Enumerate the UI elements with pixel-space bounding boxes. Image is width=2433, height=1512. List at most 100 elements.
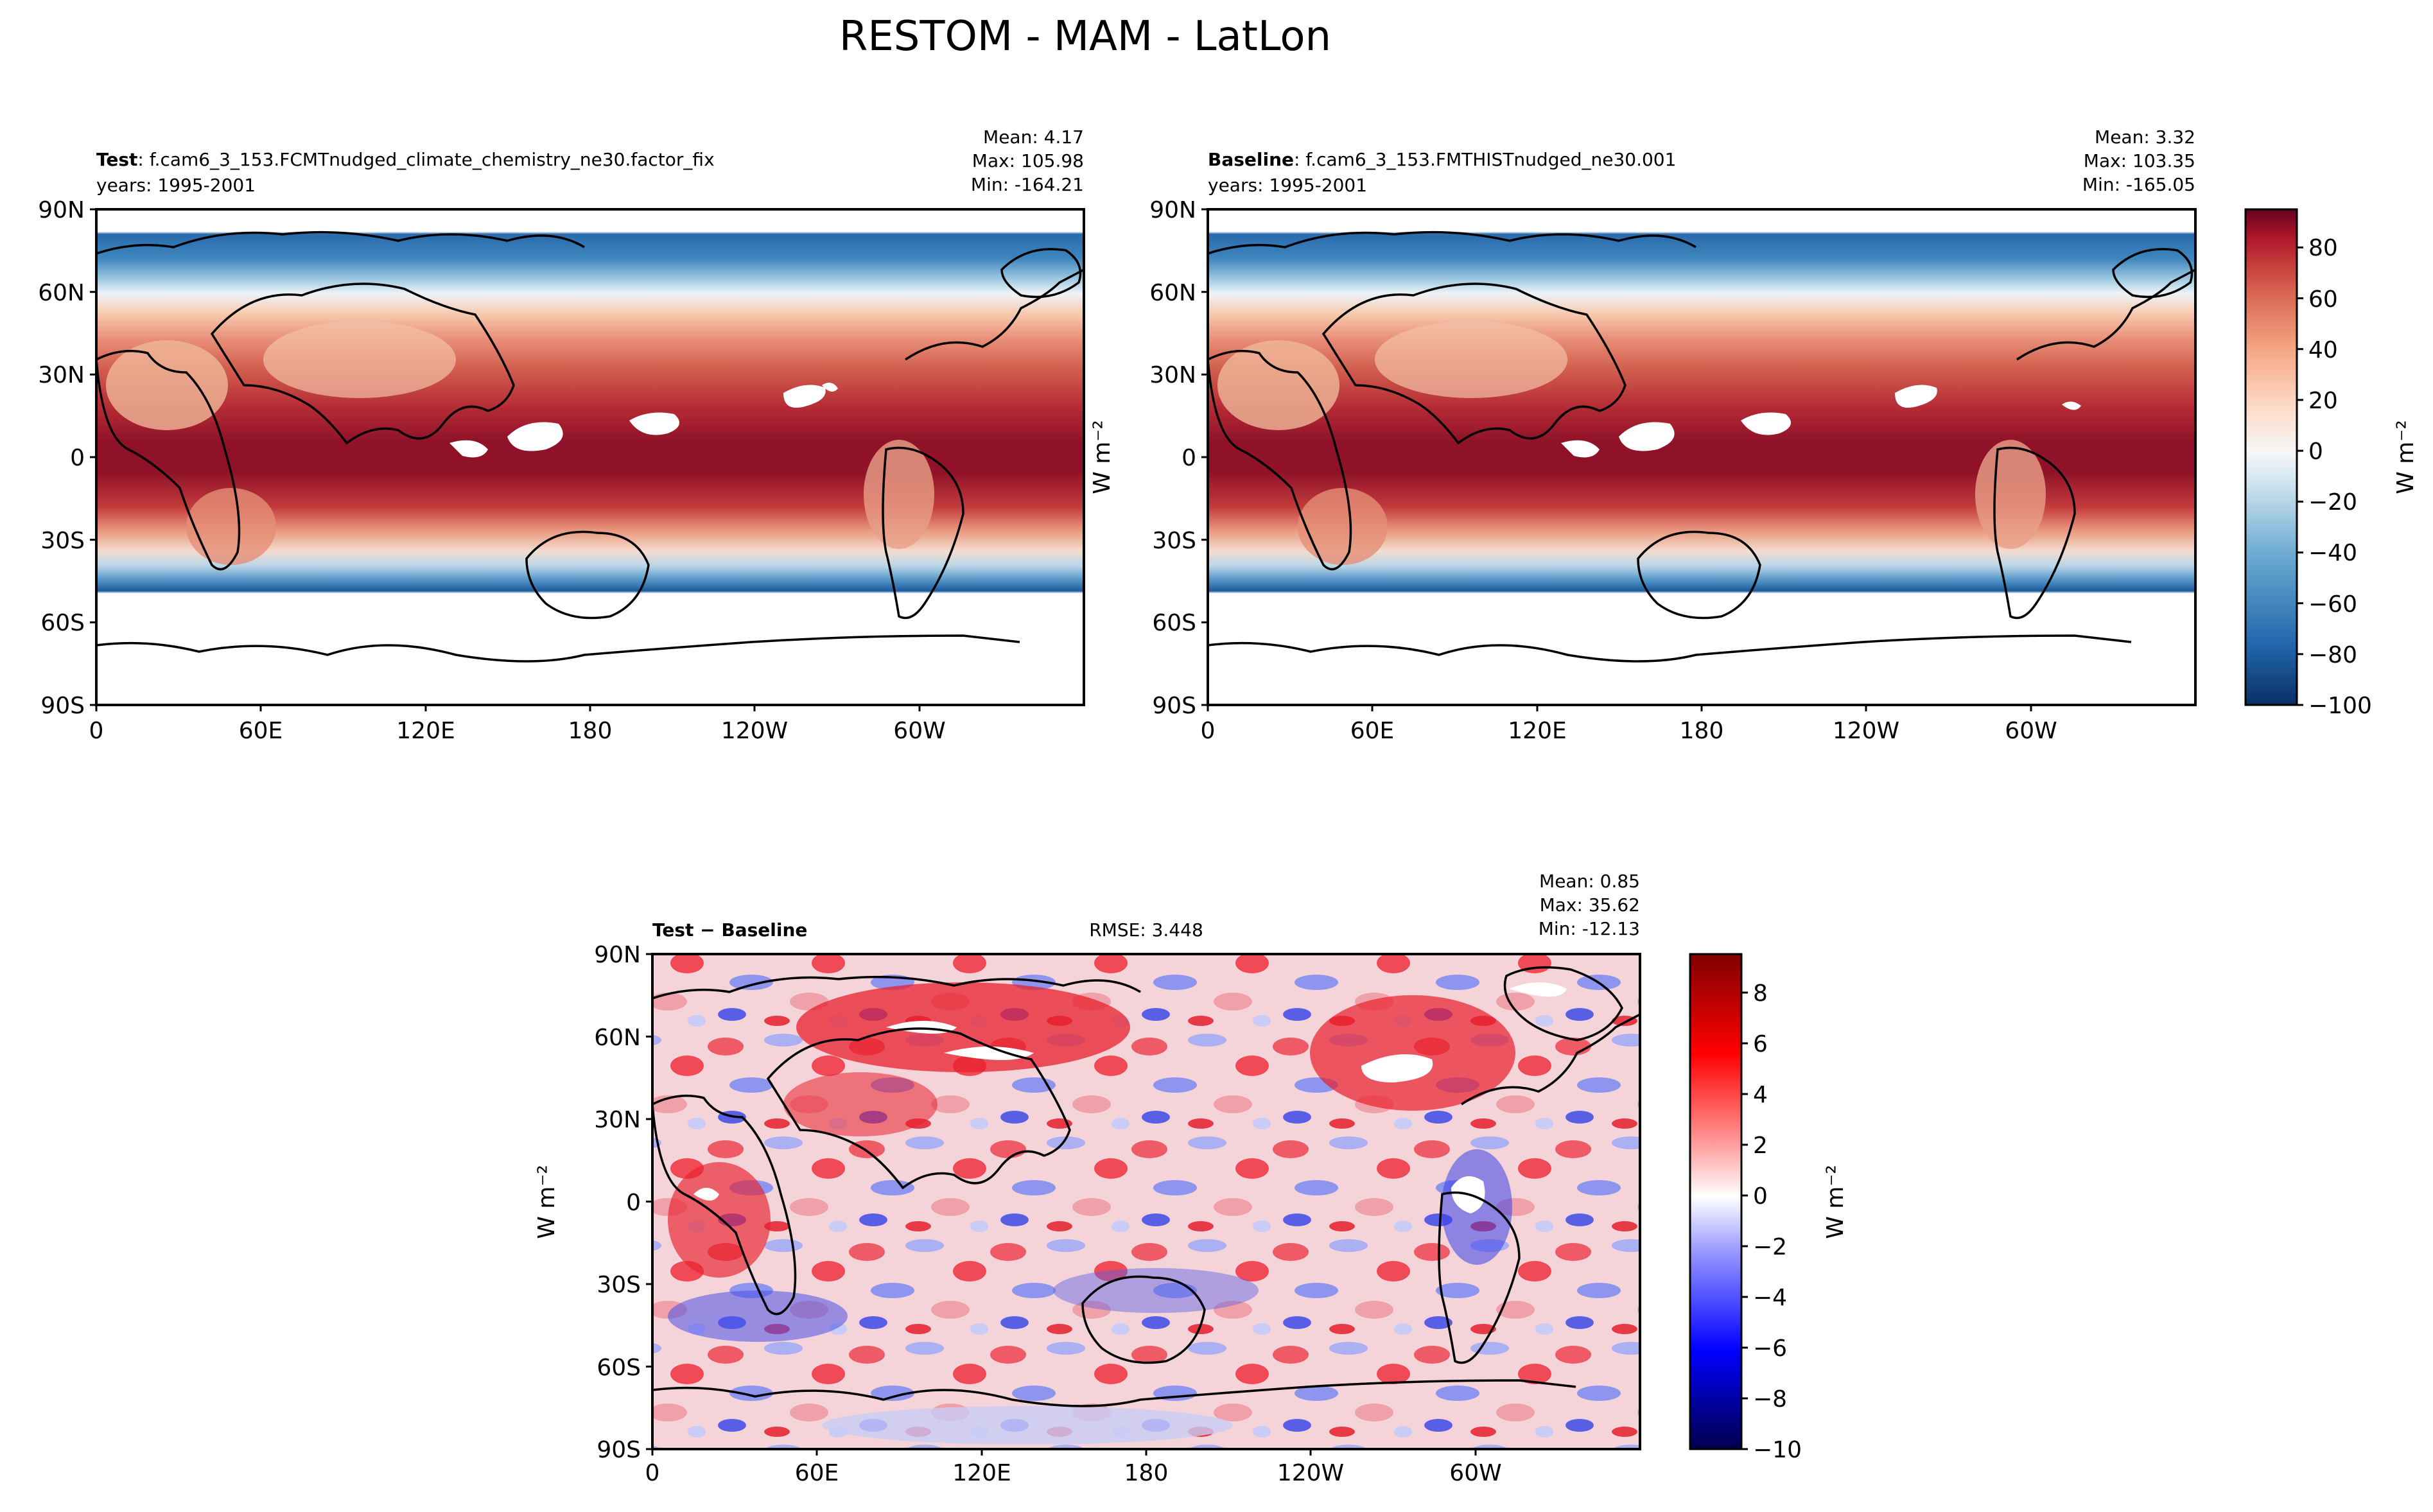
diff-colorbar-bar [1689,953,1743,1450]
cbar-tick-label: −8 [1753,1386,1787,1412]
xtick-label: 60E [1350,718,1395,744]
cbar-tick-label: −6 [1753,1335,1787,1362]
baseline-mean: Mean: 3.32 [2095,126,2195,148]
cbar-tick-label: −2 [1753,1234,1787,1260]
diff-panel: Test − Baseline RMSE: 3.448 Mean: 0.85 M… [534,871,1641,1486]
test-ylabels: 90N 60N 30N 0 30S 60S 90S [38,197,85,719]
cbar-tick-label: −4 [1753,1285,1787,1311]
diff-colorbar: −10 −8 −6 −4 −2 0 2 4 6 8 W m⁻² [1689,953,1849,1463]
xtick-label: 180 [568,718,613,744]
ytick-label: 0 [626,1190,641,1216]
xtick-label: 0 [645,1460,660,1486]
baseline-map [1208,209,2195,705]
cbar-tick-label: −10 [1753,1437,1802,1463]
baseline-ylabels: 90N 60N 30N 0 30S 60S 90S [1149,197,1196,719]
top-colorbar-labels: −100 −80 −60 −40 −20 0 20 40 60 80 [2308,235,2372,719]
top-colorbar-bar [2244,208,2298,706]
xtick-label: 180 [1124,1460,1169,1486]
test-max: Max: 105.98 [972,150,1084,171]
test-years: years: 1995-2001 [96,175,256,196]
baseline-xlabels: 0 60E 120E 180 120W 60W [1201,718,2057,744]
diff-ylabels: 90N 60N 30N 0 30S 60S 90S [594,942,641,1463]
test-label-case: : f.cam6_3_153.FCMTnudged_climate_chemis… [137,149,714,170]
diff-xticks [651,1449,1477,1456]
cbar-tick-label: −80 [2308,642,2357,668]
cbar-tick-label: 80 [2308,235,2338,261]
xtick-label: 180 [1680,718,1724,744]
baseline-xticks [1207,705,2032,711]
ytick-label: 90S [597,1437,641,1463]
figure-title: RESTOM - MAM - LatLon [839,13,1331,60]
baseline-max: Max: 103.35 [2084,150,2195,171]
ytick-label: 30N [38,362,85,388]
ytick-label: 60N [38,280,85,306]
cbar-tick-label: 8 [1753,980,1768,1007]
cbar-tick-label: 40 [2308,337,2338,363]
diff-xlabels: 0 60E 120E 180 120W 60W [645,1460,1502,1486]
ytick-label: 90N [38,197,85,223]
test-label-bold: Test [96,149,137,170]
ytick-label: 30S [597,1272,641,1298]
ytick-label: 90S [1152,693,1196,719]
xtick-label: 60W [893,718,945,744]
xtick-label: 120W [1277,1460,1344,1486]
diff-colorbar-ticks [1741,991,1748,1450]
test-mean: Mean: 4.17 [983,126,1084,148]
cbar-tick-label: 0 [1753,1183,1768,1210]
diff-label: Test − Baseline [652,919,807,941]
xtick-label: 120E [1508,718,1566,744]
test-field [96,209,1084,705]
diff-mean: Mean: 0.85 [1539,871,1640,892]
baseline-label-bold: Baseline [1208,149,1294,170]
xtick-label: 0 [89,718,104,744]
diff-yticks [646,953,652,1450]
baseline-label-case: : f.cam6_3_153.FMTHISTnudged_ne30.001 [1294,149,1676,170]
cbar-tick-label: 4 [1753,1082,1768,1108]
xtick-label: 120W [721,718,788,744]
ytick-label: 60N [594,1025,641,1051]
ytick-label: 90S [40,693,85,719]
ytick-label: 0 [1182,445,1196,471]
test-xticks [95,705,921,711]
ytick-label: 30N [1149,362,1196,388]
diff-map [652,954,1640,1449]
baseline-field [1208,209,2195,705]
top-colorbar-units: W m⁻² [2393,420,2419,494]
cbar-tick-label: −40 [2308,540,2357,566]
cbar-tick-label: −100 [2308,693,2372,719]
baseline-years: years: 1995-2001 [1208,175,1367,196]
ytick-label: 60S [597,1355,641,1381]
ytick-label: 60N [1149,280,1196,306]
xtick-label: 60E [795,1460,839,1486]
diff-colorbar-units: W m⁻² [1822,1165,1849,1239]
ytick-label: 90N [594,942,641,968]
top-colorbar-ticks [2297,246,2303,706]
baseline-ylabel: W m⁻² [1089,420,1115,494]
baseline-coastlines [1208,230,2195,663]
ytick-label: 60S [1152,610,1196,636]
xtick-label: 60W [2005,718,2057,744]
test-xlabels: 0 60E 120E 180 120W 60W [89,718,946,744]
ytick-label: 0 [70,445,85,471]
ytick-label: 90N [1149,197,1196,223]
cbar-tick-label: 0 [2308,439,2323,465]
cbar-tick-label: 20 [2308,388,2338,414]
diff-ylabel: W m⁻² [534,1165,560,1239]
ytick-label: 30N [594,1107,641,1133]
cbar-tick-label: 60 [2308,286,2338,313]
top-colorbar: −100 −80 −60 −40 −20 0 20 40 60 80 W m⁻² [2244,208,2419,719]
cbar-tick-label: 6 [1753,1031,1768,1057]
xtick-label: 60E [239,718,283,744]
ytick-label: 30S [1152,528,1196,554]
xtick-label: 0 [1201,718,1216,744]
baseline-min: Min: -165.05 [2082,174,2195,195]
test-min: Min: -164.21 [971,174,1084,195]
ytick-label: 60S [40,610,85,636]
diff-min: Min: -12.13 [1539,918,1640,939]
test-yticks [90,208,96,706]
baseline-yticks [1201,208,1208,706]
cbar-tick-label: −60 [2308,591,2357,618]
diff-max: Max: 35.62 [1540,894,1640,916]
xtick-label: 120E [396,718,455,744]
